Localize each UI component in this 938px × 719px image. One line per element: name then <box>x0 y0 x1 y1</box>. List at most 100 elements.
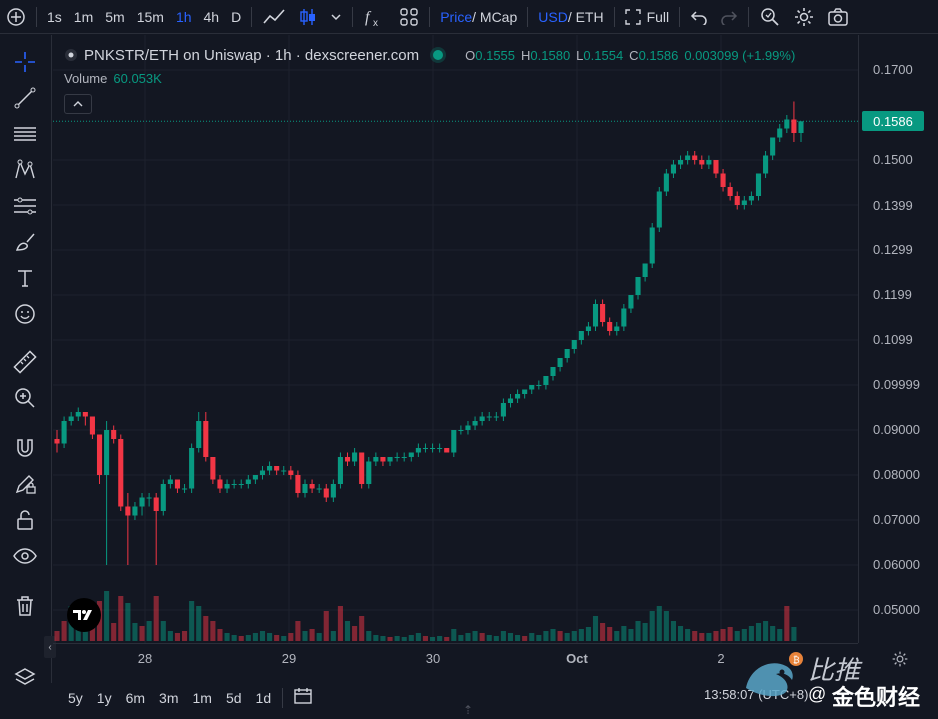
candle[interactable] <box>515 389 521 404</box>
candle[interactable] <box>245 475 251 489</box>
candle[interactable] <box>607 317 613 336</box>
ruler-icon[interactable] <box>10 347 40 377</box>
candle[interactable] <box>394 452 400 462</box>
candle[interactable] <box>479 412 485 426</box>
fullscreen-button[interactable]: Full <box>619 0 676 34</box>
candle[interactable] <box>699 155 705 170</box>
candle[interactable] <box>486 412 492 421</box>
candle[interactable] <box>685 151 691 165</box>
candle[interactable] <box>727 182 733 201</box>
layers-icon[interactable] <box>10 663 40 693</box>
timeframe-1h[interactable]: 1h <box>175 8 192 25</box>
usd-toggle-label[interactable]: USD <box>538 8 568 25</box>
candle[interactable] <box>706 155 712 170</box>
timeframe-5m[interactable]: 5m <box>105 8 125 25</box>
candle[interactable] <box>670 160 677 178</box>
candle[interactable] <box>302 479 308 498</box>
resize-handle-icon[interactable]: ⇡ <box>463 703 474 717</box>
candle[interactable] <box>564 349 570 363</box>
tradingview-logo-icon[interactable] <box>67 598 101 632</box>
candlestick-icon[interactable] <box>292 0 324 34</box>
candle[interactable] <box>415 443 421 458</box>
candle[interactable] <box>68 412 74 426</box>
candle[interactable] <box>635 277 641 300</box>
candle[interactable] <box>231 479 237 489</box>
candle[interactable] <box>274 466 280 475</box>
candle[interactable] <box>557 358 563 372</box>
axis-settings-gear-icon[interactable] <box>891 650 909 673</box>
candle[interactable] <box>196 412 202 453</box>
trash-icon[interactable] <box>10 591 40 621</box>
candle[interactable] <box>500 398 506 422</box>
candle[interactable] <box>89 416 95 440</box>
candle[interactable] <box>784 115 790 133</box>
redo-icon[interactable] <box>714 0 744 34</box>
zoom-in-icon[interactable] <box>10 383 40 413</box>
camera-icon[interactable] <box>821 0 855 34</box>
candle[interactable] <box>61 416 67 449</box>
candle[interactable] <box>132 502 138 520</box>
candle[interactable] <box>54 430 60 453</box>
candle[interactable] <box>104 421 110 565</box>
candle[interactable] <box>429 443 436 453</box>
candle[interactable] <box>224 479 230 494</box>
lock-drawing-icon[interactable] <box>10 469 40 499</box>
candle[interactable] <box>373 452 379 467</box>
candle[interactable] <box>203 412 209 462</box>
candle[interactable] <box>167 475 173 489</box>
candle[interactable] <box>663 169 669 196</box>
candle[interactable] <box>529 385 535 394</box>
range-6m[interactable]: 6m <box>125 690 146 706</box>
candle[interactable] <box>628 295 634 313</box>
candle[interactable] <box>451 430 457 457</box>
candle[interactable] <box>344 452 351 467</box>
candle[interactable] <box>791 101 797 143</box>
toolbar-collapse-chevron-icon[interactable]: ‹ <box>44 636 56 658</box>
candle[interactable] <box>82 412 88 426</box>
candle[interactable] <box>571 340 577 354</box>
measure-range-icon[interactable] <box>10 191 40 221</box>
layout-grid-icon[interactable] <box>393 0 425 34</box>
price-mcap-toggle[interactable]: Price / MCap <box>434 0 523 34</box>
candle[interactable] <box>295 470 301 498</box>
candle[interactable] <box>309 479 315 494</box>
add-symbol-icon[interactable] <box>0 0 32 34</box>
candle[interactable] <box>649 223 655 268</box>
timeframe-d[interactable]: D <box>231 8 242 25</box>
candle[interactable] <box>536 380 542 390</box>
candle[interactable] <box>770 137 776 161</box>
candle[interactable] <box>252 475 258 484</box>
candle[interactable] <box>96 434 103 485</box>
candle[interactable] <box>359 452 365 489</box>
undo-icon[interactable] <box>684 0 714 34</box>
range-1m[interactable]: 1m <box>192 690 212 706</box>
eth-toggle-label[interactable]: / ETH <box>567 8 604 25</box>
range-5d[interactable]: 5d <box>225 690 242 706</box>
candle[interactable] <box>146 493 152 507</box>
candle[interactable] <box>337 452 343 489</box>
settings-gear-icon[interactable] <box>787 0 821 34</box>
candle[interactable] <box>465 421 471 435</box>
timeframe-1m[interactable]: 1m <box>73 8 94 25</box>
candle[interactable] <box>352 448 358 466</box>
candle[interactable] <box>748 191 754 206</box>
candle[interactable] <box>444 448 450 453</box>
candle[interactable] <box>656 187 662 232</box>
candle[interactable] <box>621 304 627 331</box>
date-range-icon[interactable] <box>293 687 313 710</box>
candle[interactable] <box>741 196 747 210</box>
candle[interactable] <box>592 299 599 332</box>
currency-toggle[interactable]: USD / ETH <box>532 0 609 34</box>
price-axis[interactable]: 0.1700 0.1500 0.1399 0.1299 0.1199 0.1099 0.09… <box>858 35 938 643</box>
candle[interactable] <box>288 466 294 480</box>
candle[interactable] <box>585 322 591 336</box>
candle[interactable] <box>522 389 528 399</box>
candle[interactable] <box>550 367 556 381</box>
mcap-toggle-label[interactable]: / MCap <box>472 8 518 25</box>
candle[interactable] <box>139 493 145 516</box>
candle[interactable] <box>777 124 783 142</box>
candle[interactable] <box>181 484 188 493</box>
range-1y[interactable]: 1y <box>96 690 112 706</box>
brush-icon[interactable] <box>10 227 40 257</box>
range-3m[interactable]: 3m <box>159 690 179 706</box>
